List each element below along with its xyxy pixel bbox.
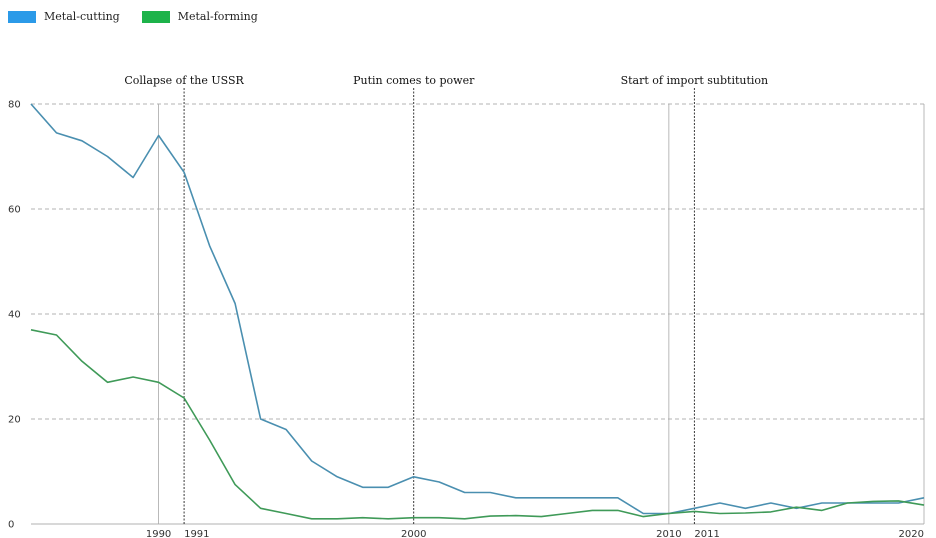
x-tick-label-2011: 2011 [694, 529, 719, 538]
y-tick-label-80: 80 [8, 100, 21, 111]
series-line-metal-cutting [30, 103, 925, 515]
legend-swatch-metal-cutting [8, 10, 36, 23]
y-tick-label-40: 40 [8, 310, 21, 321]
legend-swatch-metal-forming [141, 10, 170, 23]
y-tick-label-20: 20 [8, 415, 21, 426]
x-tick-label-2010: 2010 [656, 529, 681, 538]
event-label-2011: Start of import subtitution [621, 74, 769, 87]
legend-label-metal-forming: Metal-forming [177, 10, 258, 23]
event-label-1991: Collapse of the USSR [124, 74, 244, 87]
y-tick-label-60: 60 [8, 205, 21, 216]
legend: Metal-cutting Metal-forming [8, 10, 258, 23]
x-tick-label-1991: 1991 [184, 529, 209, 538]
series-line-metal-forming [30, 329, 925, 520]
legend-item-metal-forming[interactable]: Metal-forming [141, 10, 258, 23]
y-tick-label-0: 0 [8, 520, 14, 531]
event-label-2000: Putin comes to power [353, 74, 475, 87]
legend-item-metal-cutting[interactable]: Metal-cutting [8, 10, 120, 23]
legend-label-metal-cutting: Metal-cutting [44, 10, 120, 23]
x-tick-label-1990: 1990 [146, 529, 171, 538]
x-tick-label-2020: 2020 [899, 529, 924, 538]
x-tick-label-2000: 2000 [401, 529, 426, 538]
